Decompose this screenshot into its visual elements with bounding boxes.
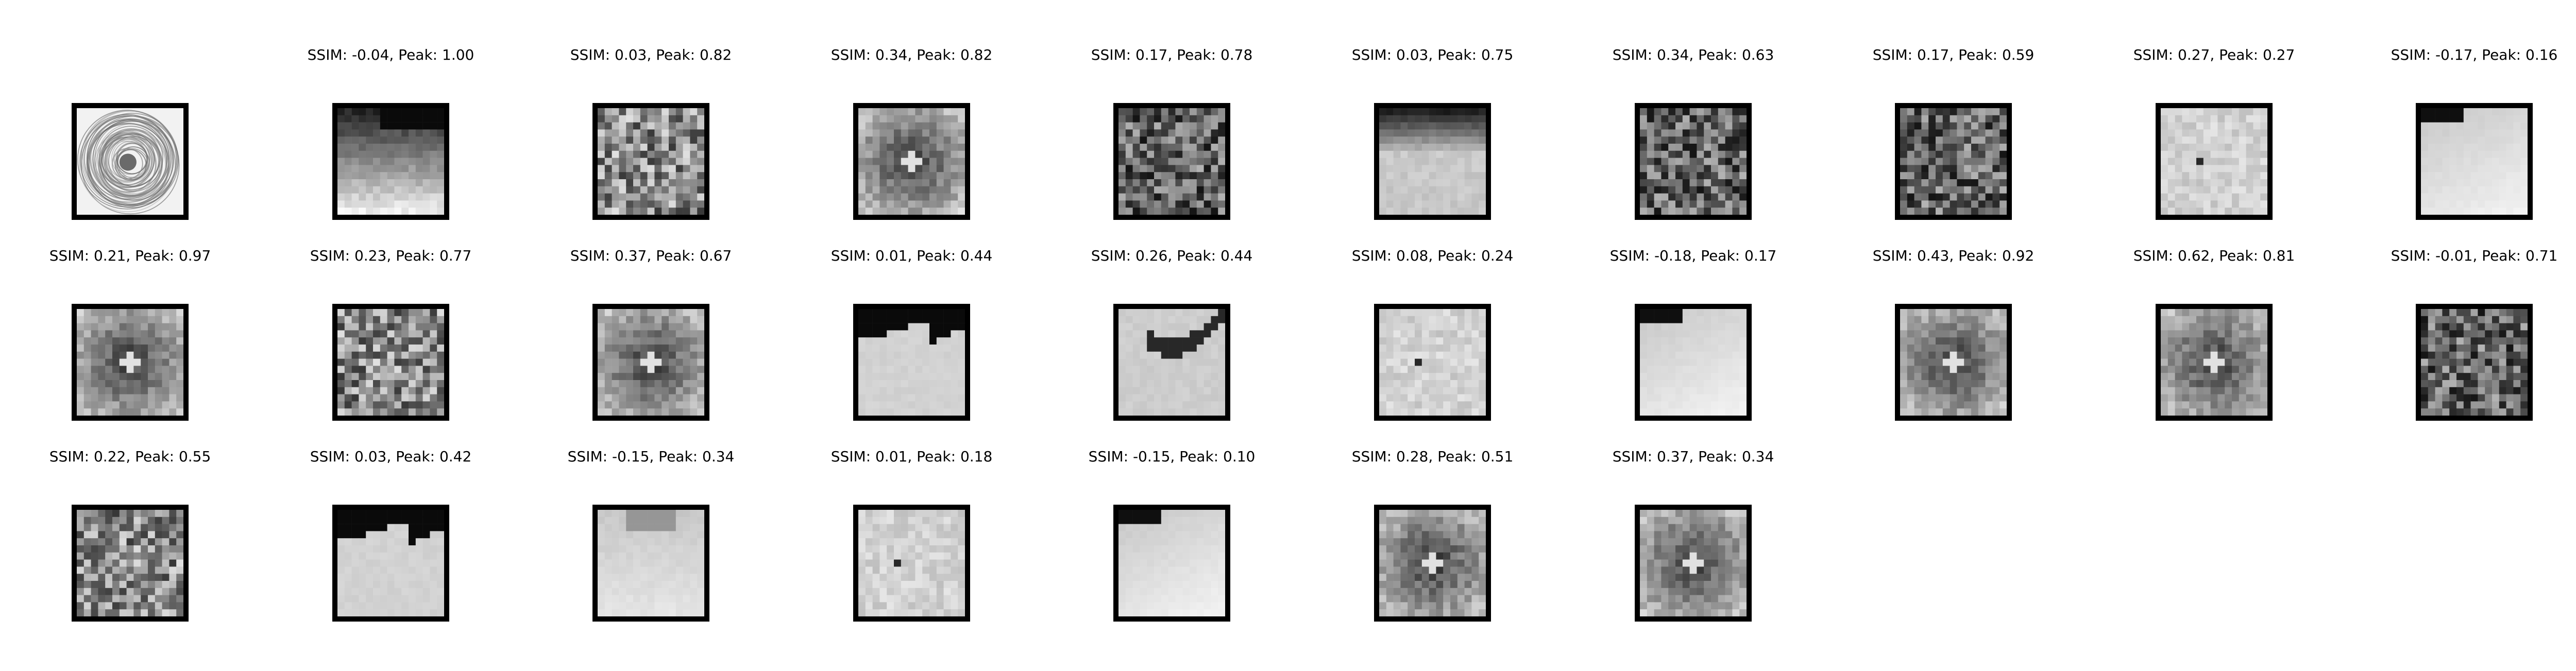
matched-patch-image: [592, 505, 709, 622]
patch-cell: SSIM: 0.34, Peak: 0.63: [1563, 0, 1823, 220]
patch-cell: SSIM: 0.62, Peak: 0.81: [2084, 201, 2344, 421]
matched-patch-image: [1635, 505, 1752, 622]
patch-caption: SSIM: 0.22, Peak: 0.55: [49, 448, 211, 465]
patch-caption: SSIM: 0.37, Peak: 0.67: [570, 247, 732, 264]
patch-caption: SSIM: 0.03, Peak: 0.82: [570, 46, 732, 63]
matched-patch-image: [72, 304, 189, 421]
patch-caption: SSIM: 0.26, Peak: 0.44: [1091, 247, 1253, 264]
matched-patch-image: [592, 304, 709, 421]
patch-caption: SSIM: -0.17, Peak: 0.16: [2391, 46, 2558, 63]
patch-caption: SSIM: -0.01, Peak: 0.71: [2391, 247, 2558, 264]
patch-caption: SSIM: 0.17, Peak: 0.78: [1091, 46, 1253, 63]
patch-cell: SSIM: 0.22, Peak: 0.55: [0, 402, 260, 622]
matched-patch-image: [853, 505, 970, 622]
patch-caption: SSIM: 0.03, Peak: 0.42: [310, 448, 472, 465]
patch-cell: SSIM: 0.21, Peak: 0.97: [0, 201, 260, 421]
reference-patch-image: [72, 103, 189, 220]
matched-patch-image: [332, 103, 449, 220]
patch-cell: SSIM: 0.43, Peak: 0.92: [1823, 201, 2083, 421]
patch-cell: SSIM: 0.03, Peak: 0.75: [1302, 0, 1563, 220]
patch-cell: SSIM: 0.17, Peak: 0.78: [1042, 0, 1302, 220]
matched-patch-image: [1635, 304, 1752, 421]
patch-caption: SSIM: 0.37, Peak: 0.34: [1612, 448, 1774, 465]
patch-cell: SSIM: 0.03, Peak: 0.82: [521, 0, 781, 220]
patch-caption: SSIM: 0.21, Peak: 0.97: [49, 247, 211, 264]
patch-cell: SSIM: 0.26, Peak: 0.44: [1042, 201, 1302, 421]
patch-cell: SSIM: 0.17, Peak: 0.59: [1823, 0, 2083, 220]
matched-patch-image: [332, 505, 449, 622]
patch-cell: SSIM: 0.23, Peak: 0.77: [261, 201, 521, 421]
patch-cell: SSIM: 0.27, Peak: 0.27: [2084, 0, 2344, 220]
patch-cell: SSIM: -0.04, Peak: 1.00: [261, 0, 521, 220]
matched-patch-image: [332, 304, 449, 421]
matched-patch-image: [2416, 304, 2533, 421]
matched-patch-image: [1895, 103, 2012, 220]
patch-cell: SSIM: 0.37, Peak: 0.34: [1563, 402, 1823, 622]
matched-patch-image: [1113, 103, 1230, 220]
patch-caption: SSIM: 0.62, Peak: 0.81: [2133, 247, 2295, 264]
matched-patch-image: [853, 304, 970, 421]
patch-caption: SSIM: 0.34, Peak: 0.82: [831, 46, 993, 63]
patch-caption: SSIM: 0.01, Peak: 0.44: [831, 247, 993, 264]
patch-cell: SSIM: -0.15, Peak: 0.10: [1042, 402, 1302, 622]
patch-cell: SSIM: 0.01, Peak: 0.44: [782, 201, 1042, 421]
patch-caption: SSIM: 0.03, Peak: 0.75: [1351, 46, 1514, 63]
matched-patch-image: [1113, 304, 1230, 421]
patch-caption: SSIM: 0.08, Peak: 0.24: [1351, 247, 1514, 264]
patch-caption: SSIM: 0.28, Peak: 0.51: [1351, 448, 1514, 465]
patch-cell: SSIM: -0.18, Peak: 0.17: [1563, 201, 1823, 421]
patch-caption: SSIM: 0.01, Peak: 0.18: [831, 448, 993, 465]
matched-patch-image: [2156, 103, 2273, 220]
matched-patch-image: [1895, 304, 2012, 421]
patch-caption: SSIM: 0.43, Peak: 0.92: [1872, 247, 2035, 264]
matched-patch-image: [1374, 103, 1491, 220]
matched-patch-image: [2156, 304, 2273, 421]
patch-caption: SSIM: -0.18, Peak: 0.17: [1609, 247, 1777, 264]
patch-caption: SSIM: -0.15, Peak: 0.34: [567, 448, 735, 465]
patch-cell: SSIM: 0.28, Peak: 0.51: [1302, 402, 1563, 622]
patch-cell: SSIM: 0.03, Peak: 0.42: [261, 402, 521, 622]
patch-cell: SSIM: -0.17, Peak: 0.16: [2344, 0, 2576, 220]
patch-cell: SSIM: 0.01, Peak: 0.18: [782, 402, 1042, 622]
matched-patch-image: [1374, 304, 1491, 421]
patch-caption: SSIM: 0.27, Peak: 0.27: [2133, 46, 2295, 63]
patch-cell: SSIM: 0.37, Peak: 0.67: [521, 201, 781, 421]
patch-cell: [0, 0, 260, 220]
patch-cell: SSIM: 0.08, Peak: 0.24: [1302, 201, 1563, 421]
patch-caption: SSIM: 0.23, Peak: 0.77: [310, 247, 472, 264]
matched-patch-image: [72, 505, 189, 622]
patch-caption: SSIM: -0.15, Peak: 0.10: [1088, 448, 1256, 465]
patch-cell: SSIM: 0.34, Peak: 0.82: [782, 0, 1042, 220]
matched-patch-image: [2416, 103, 2533, 220]
matched-patch-image: [1113, 505, 1230, 622]
patch-caption: SSIM: 0.34, Peak: 0.63: [1612, 46, 1774, 63]
matched-patch-image: [1635, 103, 1752, 220]
patch-caption: SSIM: 0.17, Peak: 0.59: [1872, 46, 2035, 63]
patch-caption: SSIM: -0.04, Peak: 1.00: [307, 46, 474, 63]
patch-cell: SSIM: -0.01, Peak: 0.71: [2344, 201, 2576, 421]
matched-patch-image: [1374, 505, 1491, 622]
matched-patch-image: [592, 103, 709, 220]
matched-patch-image: [853, 103, 970, 220]
patch-cell: SSIM: -0.15, Peak: 0.34: [521, 402, 781, 622]
